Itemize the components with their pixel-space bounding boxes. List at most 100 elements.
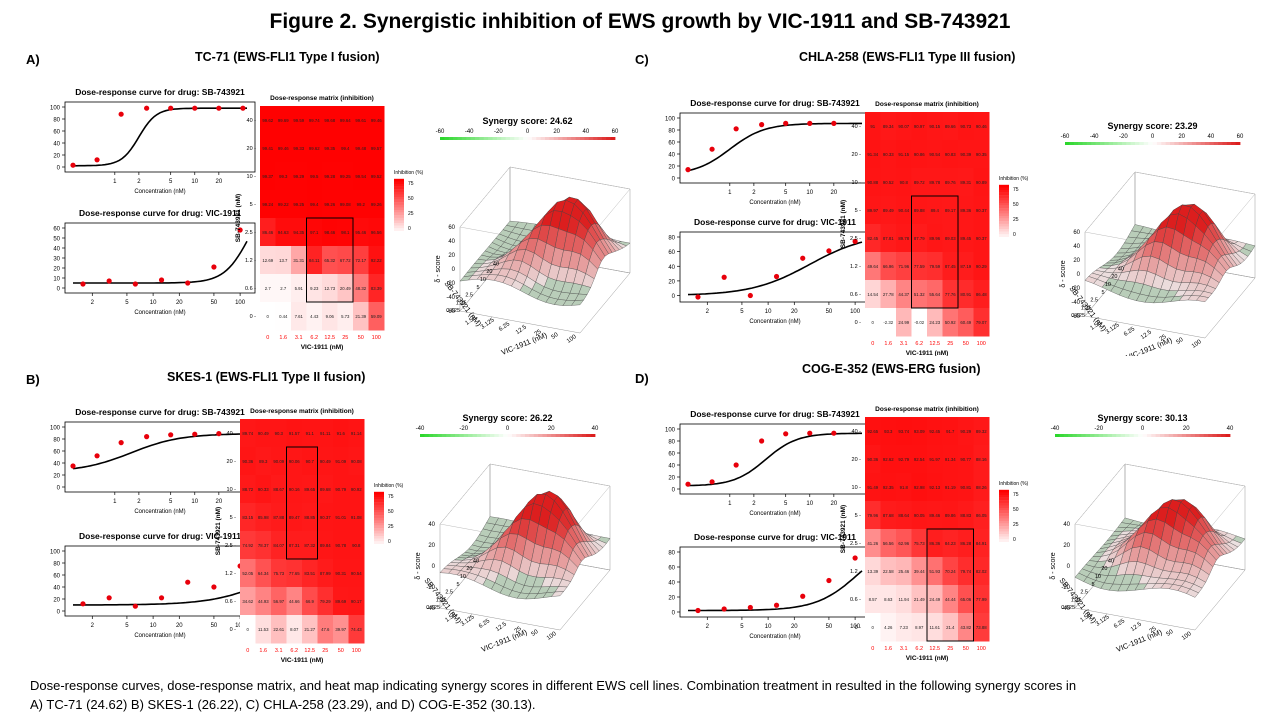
matrix-value: 88.16	[976, 457, 987, 462]
matrix-cell	[333, 531, 349, 560]
scale-bar-segment	[1164, 434, 1170, 437]
matrix-cell	[865, 529, 881, 558]
matrix-value: 99.64	[340, 118, 351, 123]
matrix-value: 89.97	[867, 208, 878, 213]
matrix-value: 64.34	[258, 571, 269, 576]
scale-bar-segment	[496, 137, 502, 140]
matrix-cell	[880, 613, 897, 642]
matrix-cell	[368, 218, 385, 247]
cell-line-title: CHLA-258 (EWS-FLI1 Type III fusion)	[799, 50, 1016, 64]
scale-tick: 40	[1227, 426, 1234, 432]
matrix-value: 21.27	[304, 627, 315, 632]
y-tick-label: 40	[53, 462, 60, 468]
matrix-value: 83.39	[371, 286, 382, 291]
z-tick-label: -60	[446, 309, 455, 315]
scale-bar-segment	[1221, 434, 1227, 437]
matrix-value: 88.83	[960, 513, 971, 518]
matrix-ylabel: SB-743921 (nM)	[235, 194, 242, 242]
matrix-cell	[911, 613, 928, 642]
matrix-value: 5.73	[341, 314, 350, 319]
matrix-value: 89.45	[960, 236, 971, 241]
panel-a: Dose-response curve for drug: SB-743921 0…	[20, 46, 660, 356]
legend-swatch	[999, 500, 1009, 503]
y-tick-label: 20	[53, 154, 60, 160]
matrix-cell	[353, 218, 369, 247]
matrix-cell	[927, 529, 943, 558]
x-tick-label: 5	[740, 624, 744, 630]
x-tick-label: 100	[850, 624, 861, 630]
scale-bar-segment	[494, 434, 500, 437]
col-label: 0	[246, 648, 249, 654]
matrix-value: 44.44	[945, 597, 956, 602]
surface-ytick: 20	[1101, 566, 1107, 572]
matrix-cell	[275, 246, 292, 275]
col-label: 3.1	[295, 335, 303, 341]
matrix-cell	[896, 473, 912, 502]
row-label: 40 -	[852, 429, 862, 435]
scale-bar-segment	[1133, 434, 1139, 437]
matrix-cell	[896, 529, 912, 558]
matrix-value: 79.59	[929, 264, 940, 269]
scale-bar-segment	[538, 434, 543, 437]
matrix-value: 99.41	[262, 146, 273, 151]
y-tick-label: 0	[672, 611, 676, 617]
matrix-value: 44.93	[258, 599, 269, 604]
surface-ytick: 20	[486, 269, 492, 275]
surface-ytick: 20	[466, 566, 472, 572]
scale-bar-segment	[1139, 142, 1145, 145]
scale-bar-segment	[1177, 434, 1183, 437]
scale-bar-segment	[1168, 434, 1174, 437]
surface-facet	[1196, 295, 1209, 302]
data-point	[800, 593, 806, 599]
row-label: 10 -	[852, 180, 862, 186]
matrix-value: 87.68	[883, 513, 894, 518]
data-point	[132, 281, 138, 287]
surface-xlabel: VIC-1911 (nM)	[1125, 335, 1174, 356]
matrix-cell	[317, 531, 334, 560]
z-tick-label: 40	[1063, 522, 1070, 528]
matrix-cell	[337, 162, 354, 191]
scale-bar-segment	[1222, 142, 1228, 145]
data-point	[747, 604, 753, 611]
col-label: 1.6	[884, 646, 892, 652]
matrix-value: 99.61	[355, 118, 366, 123]
z-tick-label: -20	[426, 585, 435, 591]
fitted-curve	[72, 433, 247, 470]
matrix-cell	[260, 246, 276, 275]
surface-zlabel: δ - score	[1060, 260, 1067, 287]
row-label: 5 -	[855, 513, 862, 519]
matrix-cell	[306, 162, 323, 191]
x-tick-label: 20	[830, 190, 837, 196]
matrix-cell	[958, 417, 974, 446]
matrix-value: 99.5	[310, 174, 319, 179]
matrix-value: 7.61	[295, 314, 304, 319]
panel-b: Dose-response curve for drug: SB-743921 0…	[20, 366, 660, 676]
legend-tick: 75	[388, 494, 394, 500]
matrix-value: 89.68	[320, 487, 331, 492]
matrix-cell	[973, 140, 990, 169]
data-point	[695, 607, 701, 614]
x-tick-label: 1	[728, 501, 732, 507]
matrix-xlabel: VIC-1911 (nM)	[906, 350, 949, 356]
figure-caption: Dose-response curves, dose-response matr…	[30, 676, 1230, 714]
matrix-value: 86.46	[262, 230, 273, 235]
matrix-value: 90.49	[258, 431, 269, 436]
surface-xtick: 100	[1181, 631, 1193, 642]
scale-bar-segment	[1065, 142, 1070, 145]
legend-swatch	[999, 210, 1009, 214]
matrix-value: 31.31	[293, 258, 304, 263]
matrix-cell	[368, 162, 385, 191]
matrix-cell	[958, 168, 974, 197]
z-tick-label: 40	[448, 239, 455, 245]
matrix-cell	[260, 190, 276, 219]
synergy-score: Synergy score: 26.22	[462, 413, 552, 423]
matrix-value: 97.1	[310, 230, 319, 235]
legend-swatch	[999, 502, 1009, 506]
y-tick-label: 40	[668, 464, 675, 470]
surface-ytick: 1.25	[456, 300, 467, 306]
data-point	[807, 120, 813, 126]
matrix-value: 99.59	[293, 118, 304, 123]
scale-bar-segment	[1190, 434, 1196, 437]
matrix-cell	[275, 218, 292, 247]
y-tick-label: 60	[53, 130, 60, 136]
